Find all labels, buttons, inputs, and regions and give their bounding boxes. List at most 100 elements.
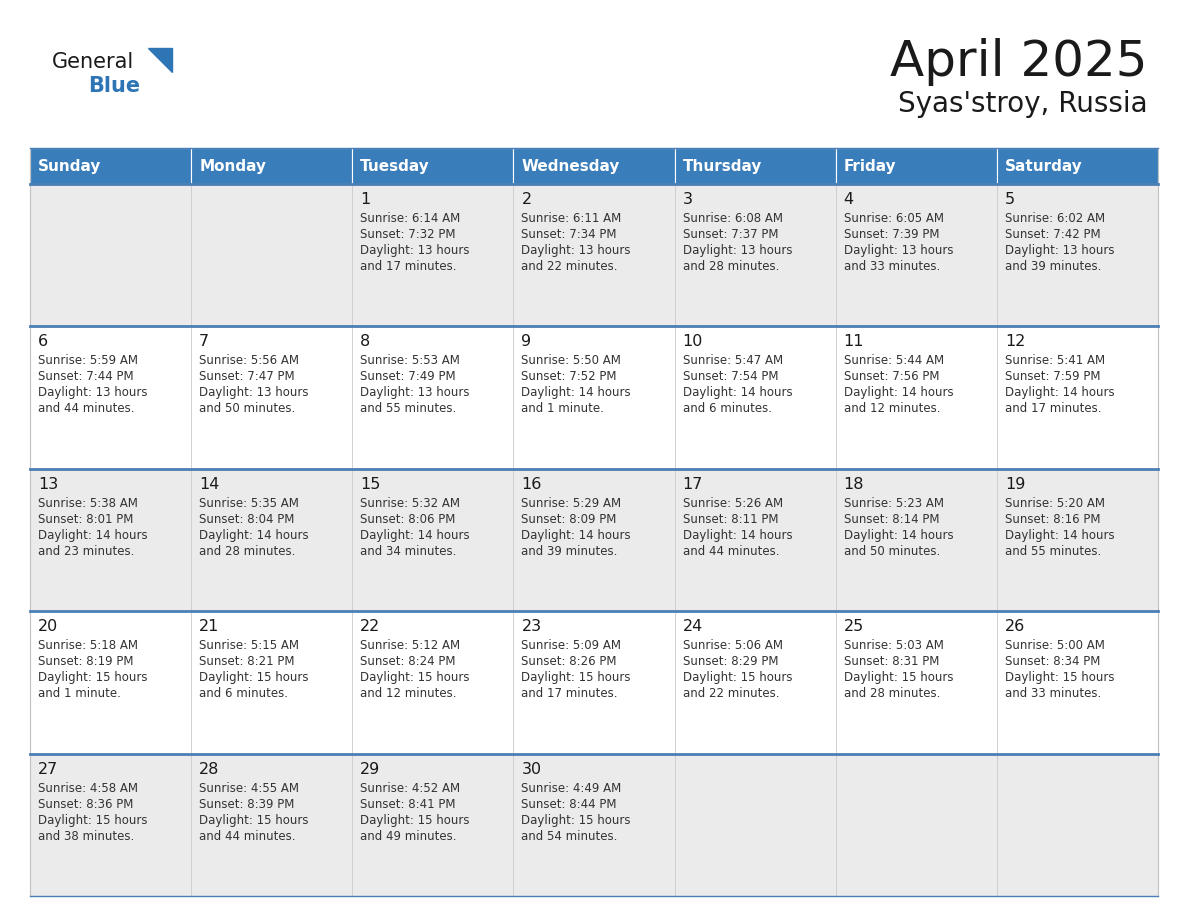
Text: Daylight: 15 hours: Daylight: 15 hours bbox=[38, 671, 147, 684]
Text: Daylight: 13 hours: Daylight: 13 hours bbox=[683, 244, 792, 257]
Text: Sunset: 8:39 PM: Sunset: 8:39 PM bbox=[200, 798, 295, 811]
Text: Daylight: 13 hours: Daylight: 13 hours bbox=[200, 386, 309, 399]
Text: Sunrise: 4:49 AM: Sunrise: 4:49 AM bbox=[522, 781, 621, 795]
Text: Sunset: 8:04 PM: Sunset: 8:04 PM bbox=[200, 513, 295, 526]
Text: 1: 1 bbox=[360, 192, 371, 207]
Text: 7: 7 bbox=[200, 334, 209, 350]
Text: and 50 minutes.: and 50 minutes. bbox=[843, 544, 940, 558]
Text: Sunset: 8:41 PM: Sunset: 8:41 PM bbox=[360, 798, 456, 811]
Text: Sunrise: 6:14 AM: Sunrise: 6:14 AM bbox=[360, 212, 461, 225]
Text: and 49 minutes.: and 49 minutes. bbox=[360, 830, 456, 843]
Text: 28: 28 bbox=[200, 762, 220, 777]
Text: Sunset: 8:06 PM: Sunset: 8:06 PM bbox=[360, 513, 456, 526]
Text: Daylight: 15 hours: Daylight: 15 hours bbox=[200, 671, 309, 684]
Bar bbox=[30, 754, 191, 896]
Text: and 6 minutes.: and 6 minutes. bbox=[200, 688, 289, 700]
Text: and 55 minutes.: and 55 minutes. bbox=[360, 402, 456, 416]
Text: Sunrise: 5:12 AM: Sunrise: 5:12 AM bbox=[360, 639, 461, 652]
Text: and 33 minutes.: and 33 minutes. bbox=[1005, 688, 1101, 700]
Bar bbox=[835, 184, 997, 327]
Text: Daylight: 14 hours: Daylight: 14 hours bbox=[38, 529, 147, 542]
Text: 2: 2 bbox=[522, 192, 531, 207]
Text: Sunset: 7:59 PM: Sunset: 7:59 PM bbox=[1005, 370, 1100, 384]
Text: Sunrise: 4:52 AM: Sunrise: 4:52 AM bbox=[360, 781, 461, 795]
Bar bbox=[30, 148, 191, 184]
Bar bbox=[835, 754, 997, 896]
Text: and 17 minutes.: and 17 minutes. bbox=[1005, 402, 1101, 416]
Text: Sunset: 8:14 PM: Sunset: 8:14 PM bbox=[843, 513, 940, 526]
Text: Sunset: 7:47 PM: Sunset: 7:47 PM bbox=[200, 370, 295, 384]
Bar bbox=[675, 327, 835, 469]
Text: Thursday: Thursday bbox=[683, 159, 762, 174]
Text: Tuesday: Tuesday bbox=[360, 159, 430, 174]
Text: and 44 minutes.: and 44 minutes. bbox=[200, 830, 296, 843]
Text: Sunset: 8:24 PM: Sunset: 8:24 PM bbox=[360, 655, 456, 668]
Bar bbox=[353, 184, 513, 327]
Bar bbox=[513, 327, 675, 469]
Text: 12: 12 bbox=[1005, 334, 1025, 350]
Text: 20: 20 bbox=[38, 620, 58, 634]
Bar bbox=[675, 148, 835, 184]
Bar bbox=[353, 327, 513, 469]
Text: 27: 27 bbox=[38, 762, 58, 777]
Bar bbox=[353, 148, 513, 184]
Text: and 44 minutes.: and 44 minutes. bbox=[38, 402, 134, 416]
Text: Sunset: 7:39 PM: Sunset: 7:39 PM bbox=[843, 228, 940, 241]
Text: Sunrise: 5:23 AM: Sunrise: 5:23 AM bbox=[843, 497, 943, 509]
Text: Sunset: 7:56 PM: Sunset: 7:56 PM bbox=[843, 370, 940, 384]
Text: Saturday: Saturday bbox=[1005, 159, 1082, 174]
Text: 25: 25 bbox=[843, 620, 864, 634]
Text: Daylight: 14 hours: Daylight: 14 hours bbox=[360, 529, 470, 542]
Text: Sunrise: 5:35 AM: Sunrise: 5:35 AM bbox=[200, 497, 299, 509]
Text: General: General bbox=[52, 52, 134, 72]
Bar bbox=[191, 184, 353, 327]
Bar bbox=[191, 469, 353, 611]
Text: and 12 minutes.: and 12 minutes. bbox=[843, 402, 940, 416]
Bar bbox=[30, 327, 191, 469]
Text: Sunrise: 5:41 AM: Sunrise: 5:41 AM bbox=[1005, 354, 1105, 367]
Text: Sunrise: 5:29 AM: Sunrise: 5:29 AM bbox=[522, 497, 621, 509]
Text: and 17 minutes.: and 17 minutes. bbox=[522, 688, 618, 700]
Text: Daylight: 14 hours: Daylight: 14 hours bbox=[683, 386, 792, 399]
Bar bbox=[30, 611, 191, 754]
Text: 14: 14 bbox=[200, 476, 220, 492]
Text: Daylight: 15 hours: Daylight: 15 hours bbox=[360, 813, 469, 826]
Text: Sunset: 7:49 PM: Sunset: 7:49 PM bbox=[360, 370, 456, 384]
Text: Daylight: 13 hours: Daylight: 13 hours bbox=[843, 244, 953, 257]
Text: Sunset: 8:31 PM: Sunset: 8:31 PM bbox=[843, 655, 939, 668]
Text: Sunrise: 5:06 AM: Sunrise: 5:06 AM bbox=[683, 639, 783, 652]
Text: Sunset: 7:34 PM: Sunset: 7:34 PM bbox=[522, 228, 617, 241]
Bar bbox=[675, 184, 835, 327]
Text: Wednesday: Wednesday bbox=[522, 159, 620, 174]
Text: Sunset: 8:19 PM: Sunset: 8:19 PM bbox=[38, 655, 133, 668]
Bar bbox=[30, 184, 191, 327]
Text: 23: 23 bbox=[522, 620, 542, 634]
Text: Daylight: 13 hours: Daylight: 13 hours bbox=[38, 386, 147, 399]
Bar bbox=[997, 148, 1158, 184]
Text: Daylight: 14 hours: Daylight: 14 hours bbox=[843, 529, 953, 542]
Text: Sunrise: 5:00 AM: Sunrise: 5:00 AM bbox=[1005, 639, 1105, 652]
Bar bbox=[30, 469, 191, 611]
Bar bbox=[997, 469, 1158, 611]
Text: and 54 minutes.: and 54 minutes. bbox=[522, 830, 618, 843]
Text: Sunrise: 4:58 AM: Sunrise: 4:58 AM bbox=[38, 781, 138, 795]
Text: and 55 minutes.: and 55 minutes. bbox=[1005, 544, 1101, 558]
Text: and 22 minutes.: and 22 minutes. bbox=[522, 260, 618, 273]
Bar bbox=[191, 611, 353, 754]
Text: Monday: Monday bbox=[200, 159, 266, 174]
Text: Daylight: 15 hours: Daylight: 15 hours bbox=[522, 813, 631, 826]
Text: Daylight: 14 hours: Daylight: 14 hours bbox=[1005, 529, 1114, 542]
Bar bbox=[513, 148, 675, 184]
Text: and 33 minutes.: and 33 minutes. bbox=[843, 260, 940, 273]
Text: Sunrise: 5:56 AM: Sunrise: 5:56 AM bbox=[200, 354, 299, 367]
Text: 19: 19 bbox=[1005, 476, 1025, 492]
Text: 18: 18 bbox=[843, 476, 864, 492]
Text: 11: 11 bbox=[843, 334, 864, 350]
Text: Sunrise: 5:09 AM: Sunrise: 5:09 AM bbox=[522, 639, 621, 652]
Text: Sunrise: 5:53 AM: Sunrise: 5:53 AM bbox=[360, 354, 460, 367]
Bar bbox=[353, 469, 513, 611]
Text: Blue: Blue bbox=[88, 76, 140, 96]
Text: 29: 29 bbox=[360, 762, 380, 777]
Text: Sunset: 8:11 PM: Sunset: 8:11 PM bbox=[683, 513, 778, 526]
Text: Sunset: 8:44 PM: Sunset: 8:44 PM bbox=[522, 798, 617, 811]
